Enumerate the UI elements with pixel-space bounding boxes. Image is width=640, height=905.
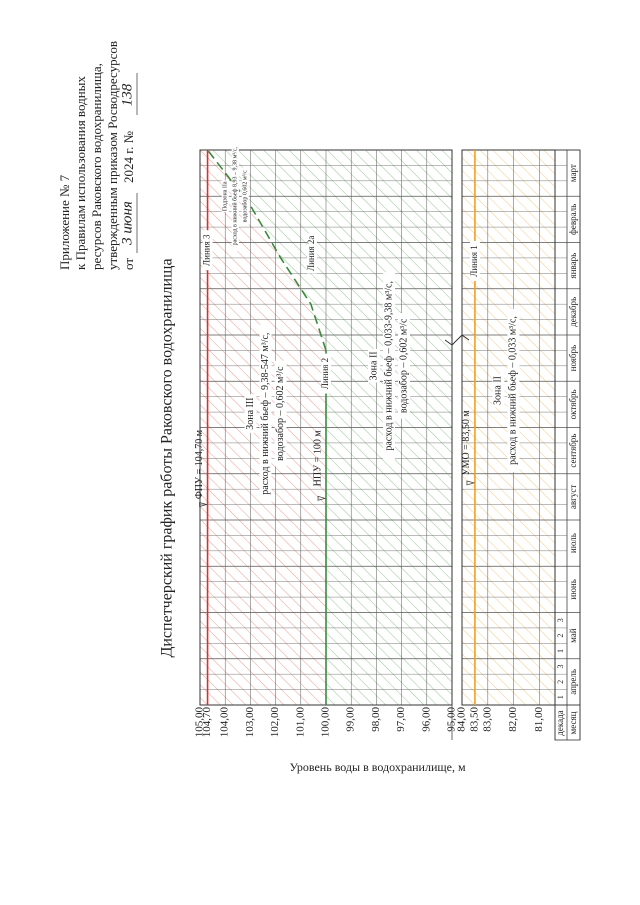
- y-tick-label: 96,00: [420, 707, 432, 732]
- y-tick-label: 83,00: [481, 707, 493, 732]
- decade-label: 3: [556, 618, 565, 622]
- zone-text-bg: [241, 167, 249, 226]
- title: Диспетчерский график работы Раковского в…: [159, 258, 176, 657]
- zone-text-bg: [231, 141, 239, 251]
- zone-text-bg: [507, 308, 520, 473]
- zone-text-bg: [244, 394, 257, 433]
- zone-text: Зона III: [245, 397, 256, 429]
- month-label: январь: [568, 253, 578, 279]
- y-tick-label: 98,00: [370, 707, 382, 732]
- level-label: УМО = 83,50 м: [461, 410, 472, 476]
- zone-text: Зона II: [368, 351, 379, 380]
- zone-text: расход в нижний бьеф – 0,033-9,38 м³/с,: [383, 281, 394, 451]
- month-label: июнь: [568, 579, 578, 599]
- month-label: октябрь: [568, 389, 578, 419]
- y-tick-label: 104,00: [219, 707, 231, 738]
- line-label-bg: [321, 353, 331, 394]
- zone-text: расход в нижний бьеф – 9,38-547 м³/с,: [260, 333, 271, 495]
- month-label: февраль: [568, 204, 578, 235]
- decade-label: 2: [556, 680, 565, 684]
- date-prefix: от: [121, 258, 136, 270]
- header-line: ресурсов Раковского водохранилища,: [89, 63, 104, 270]
- line-label: Линия 1: [469, 245, 479, 276]
- header-line: к Правилам использования водных: [73, 76, 88, 270]
- line-label: Линия 3: [202, 234, 212, 266]
- line-label: Линия 2а: [306, 236, 316, 271]
- y-tick-label: 84,00: [456, 707, 468, 732]
- month-label: декабрь: [568, 297, 578, 327]
- y-tick-label: 95,00: [446, 707, 458, 732]
- zone-text-bg: [368, 349, 380, 383]
- month-label: сентябрь: [568, 434, 578, 468]
- zone-text: водозабор 0,602 м³/с: [242, 170, 249, 223]
- zone-text-bg: [274, 360, 287, 467]
- decade-label: 1: [556, 649, 565, 653]
- axis-break: [444, 334, 470, 346]
- level-marker: [317, 495, 327, 501]
- y-tick-label: 100,00: [320, 707, 332, 738]
- line-label-bg: [202, 230, 213, 271]
- number-handwritten: 138: [119, 83, 135, 106]
- y-tick-label: 105,00: [194, 707, 206, 738]
- level-label: НПУ = 100 м: [312, 430, 323, 487]
- row-label: месяц: [568, 711, 578, 734]
- y-tick-label: 82,00: [507, 707, 519, 732]
- zone-text: водозабор – 0,602 м³/с: [275, 366, 286, 461]
- y-tick-label: 104,70: [201, 707, 213, 738]
- table-frame: [554, 149, 581, 741]
- zone-text: водозабор – 0,602 м³/с: [398, 318, 409, 413]
- y-tick-label: 103,00: [244, 707, 256, 738]
- line-label: Линия 2: [320, 358, 330, 389]
- y-tick-label: 97,00: [395, 707, 407, 732]
- level-marker: [466, 480, 476, 486]
- zone-text-bg: [221, 180, 229, 213]
- y-tick-label: 102,00: [269, 707, 281, 738]
- y-tick-label: 81,00: [533, 707, 545, 732]
- zone-text-bg: [492, 373, 505, 408]
- zone-text-bg: [383, 272, 395, 460]
- zone-text: расход в нижний бьеф – 0,033 м³/с,: [508, 316, 519, 465]
- y-tick-label: 83,50: [468, 707, 480, 732]
- month-label: июль: [568, 533, 578, 553]
- month-label: ноябрь: [568, 345, 578, 371]
- zone-text-bg: [398, 313, 410, 419]
- decade-label: 2: [556, 634, 565, 638]
- y-tick-label: 99,00: [345, 707, 357, 732]
- header-line: Приложение № 7: [57, 174, 72, 270]
- decade-label: 1: [556, 695, 565, 699]
- month-label: май: [568, 628, 578, 643]
- decade-label: 3: [556, 664, 565, 668]
- line-label-bg: [469, 241, 480, 281]
- level-label: ФПУ = 104,70 м: [194, 429, 205, 499]
- row-label: декада: [555, 710, 565, 735]
- line-label-bg: [307, 233, 317, 274]
- zone-text: расход в нижний бьеф 8,93 – 9,38 м³/с,: [232, 147, 239, 246]
- zone-text-bg: [259, 324, 272, 503]
- month-label: апрель: [568, 669, 578, 695]
- date-year: 2024 г. №: [121, 131, 136, 183]
- header-line: утвержденным приказом Росводресурсов: [105, 41, 120, 270]
- y-tick-label: 101,00: [294, 707, 306, 738]
- zone-text: Подзона IIa: [223, 181, 229, 211]
- month-label: август: [568, 485, 578, 509]
- month-label: март: [568, 164, 578, 182]
- y-axis-label: Уровень воды в водохранилище, м: [289, 760, 466, 774]
- zone-text: Зона II: [493, 376, 504, 405]
- level-marker: [199, 502, 208, 507]
- date-handwritten: 3 июня: [119, 201, 135, 246]
